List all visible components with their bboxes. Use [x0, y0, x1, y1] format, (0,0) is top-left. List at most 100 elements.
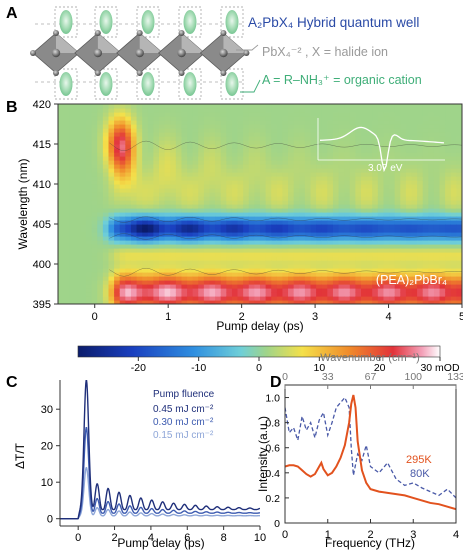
- heatmap-cell: [86, 284, 93, 289]
- heatmap-cell: [80, 264, 87, 269]
- heatmap-cell: [293, 104, 300, 109]
- heatmap-cell: [394, 208, 401, 213]
- y-tick-label: 0: [47, 514, 53, 526]
- heatmap-cell: [450, 184, 457, 189]
- heatmap-cell: [58, 272, 65, 277]
- heatmap-cell: [237, 132, 244, 137]
- heatmap-cell: [97, 108, 104, 113]
- heatmap-cell: [203, 212, 211, 217]
- heatmap-cell: [383, 144, 390, 149]
- heatmap-cell: [254, 272, 261, 277]
- heatmap-cell: [164, 152, 171, 157]
- heatmap-cell: [181, 296, 188, 301]
- heatmap-cell: [282, 212, 289, 217]
- heatmap-cell: [450, 200, 457, 205]
- heatmap-cell: [130, 240, 138, 245]
- heatmap-cell: [361, 152, 368, 157]
- heatmap-cell: [153, 244, 160, 249]
- heatmap-cell: [293, 148, 300, 153]
- heatmap-cell: [332, 248, 340, 253]
- heatmap-cell: [220, 160, 227, 165]
- heatmap-cell: [445, 260, 452, 265]
- heatmap-cell: [260, 240, 267, 245]
- heatmap-cell: [271, 284, 278, 289]
- heatmap-cell: [170, 260, 177, 265]
- heatmap-cell: [198, 264, 205, 269]
- heatmap-cell: [254, 256, 261, 261]
- heatmap-cell: [231, 120, 239, 125]
- heatmap-cell: [349, 248, 356, 253]
- heatmap-cell: [450, 120, 457, 125]
- heatmap-cell: [271, 124, 278, 129]
- heatmap-cell: [187, 228, 194, 233]
- heatmap-cell: [175, 128, 183, 133]
- heatmap-cell: [187, 224, 194, 229]
- heatmap-cell: [209, 240, 216, 245]
- heatmap-cell: [349, 260, 356, 265]
- heatmap-cell: [58, 284, 65, 289]
- heatmap-cell: [260, 192, 267, 197]
- heatmap-cell: [192, 252, 199, 257]
- heatmap-cell: [417, 292, 424, 297]
- heatmap-cell: [209, 116, 216, 121]
- heatmap-cell: [389, 164, 396, 169]
- heatmap-cell: [130, 292, 138, 297]
- heatmap-cell: [316, 268, 323, 273]
- heatmap-cell: [332, 300, 340, 304]
- heatmap-cell: [187, 188, 194, 193]
- heatmap-cell: [69, 204, 76, 209]
- heatmap-cell: [80, 284, 87, 289]
- heatmap-cell: [293, 260, 300, 265]
- heatmap-cell: [243, 160, 250, 165]
- heatmap-cell: [394, 248, 401, 253]
- heatmap-cell: [97, 160, 104, 165]
- heatmap-cell: [361, 300, 368, 304]
- heatmap-cell: [383, 184, 390, 189]
- heatmap-cell: [321, 108, 328, 113]
- heatmap-cell: [170, 148, 177, 153]
- heatmap-cell: [254, 288, 261, 293]
- heatmap-cell: [366, 208, 373, 213]
- heatmap-cell: [130, 160, 138, 165]
- heatmap-cell: [372, 204, 379, 209]
- heatmap-cell: [58, 256, 65, 261]
- heatmap-cell: [91, 120, 98, 125]
- heatmap-cell: [304, 268, 312, 273]
- heatmap-cell: [86, 184, 93, 189]
- x-tick-label: 5: [459, 311, 463, 323]
- heatmap-cell: [181, 272, 188, 277]
- heatmap-cell: [417, 212, 424, 217]
- heatmap-cell: [321, 200, 328, 205]
- heatmap-cell: [417, 140, 424, 145]
- heatmap-cell: [164, 168, 171, 173]
- heatmap-cell: [114, 120, 121, 125]
- heatmap-cell: [327, 108, 334, 113]
- heatmap-cell: [254, 188, 261, 193]
- heatmap-cell: [159, 128, 166, 133]
- heatmap-cell: [344, 280, 351, 285]
- heatmap-cell: [248, 296, 255, 301]
- heatmap-cell: [243, 172, 250, 177]
- heatmap-cell: [108, 292, 115, 297]
- heatmap-cell: [377, 136, 385, 141]
- heatmap-cell: [80, 276, 87, 281]
- heatmap-cell: [428, 128, 435, 133]
- heatmap-cell: [332, 288, 340, 293]
- heatmap-cell: [372, 200, 379, 205]
- heatmap-cell: [355, 192, 362, 197]
- heatmap-cell: [433, 204, 441, 209]
- heatmap-cell: [400, 264, 407, 269]
- heatmap-cell: [394, 260, 401, 265]
- heatmap-cell: [243, 140, 250, 145]
- heatmap-cell: [220, 144, 227, 149]
- heatmap-cell: [237, 204, 244, 209]
- heatmap-cell: [231, 300, 239, 304]
- heatmap-cell: [316, 224, 323, 229]
- heatmap-cell: [192, 196, 199, 201]
- heatmap-cell: [164, 208, 171, 213]
- heatmap-cell: [63, 180, 70, 185]
- heatmap-cell: [276, 276, 284, 281]
- heatmap-cell: [265, 252, 272, 257]
- heatmap-cell: [142, 240, 149, 245]
- heatmap-cell: [203, 112, 211, 117]
